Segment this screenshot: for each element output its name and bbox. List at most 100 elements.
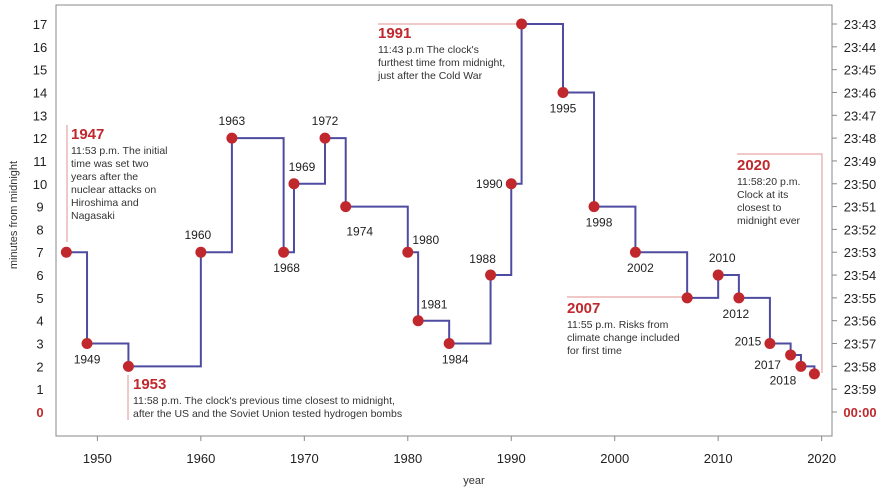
annotation-year-2020: 2020 (737, 157, 770, 174)
point-label-2002: 2002 (627, 261, 654, 275)
point-2015 (764, 338, 776, 350)
point-label-1972: 1972 (312, 114, 339, 128)
point-label-2017: 2017 (754, 358, 781, 372)
point-1969 (288, 178, 300, 190)
point-2007 (681, 292, 693, 304)
point-2012 (733, 292, 745, 304)
point-label-1984: 1984 (442, 353, 469, 367)
y-axis-title: minutes from midnight (8, 161, 20, 269)
point-1991 (516, 18, 528, 30)
y-tick-left-4: 4 (36, 314, 43, 329)
point-2002 (629, 246, 641, 258)
point-1981 (412, 315, 424, 327)
x-tick-1950: 1950 (83, 451, 112, 466)
y-tick-right-23:59: 23:59 (844, 382, 877, 397)
annotation-line: closest to (737, 202, 782, 214)
y-tick-left-15: 15 (33, 63, 47, 78)
point-1980 (402, 246, 414, 258)
annotation-year-1947: 1947 (71, 126, 104, 143)
y-tick-right-23:52: 23:52 (844, 222, 877, 237)
annotation-line: nuclear attacks on (71, 184, 156, 196)
y-tick-right-23:47: 23:47 (844, 108, 877, 123)
point-2018 (795, 360, 807, 372)
annotation-1953: 1953 11:58 p.m. The clock's previous time… (133, 376, 402, 420)
point-label-1981: 1981 (421, 298, 448, 312)
y-tick-right-23:57: 23:57 (844, 337, 877, 352)
y-tick-left-0: 0 (36, 405, 43, 420)
annotation-line: 11:53 p.m. The initial (71, 145, 168, 157)
y-tick-right-23:56: 23:56 (844, 314, 877, 329)
annotation-year-2007: 2007 (567, 300, 600, 317)
point-2017 (785, 349, 797, 361)
point-1953 (122, 360, 134, 372)
annotation-line: Hiroshima and (71, 197, 139, 209)
y-tick-right-23:58: 23:58 (844, 359, 877, 374)
x-axis-title: year (463, 475, 485, 487)
annotation-year-1953: 1953 (133, 376, 166, 393)
y-tick-left-9: 9 (36, 200, 43, 215)
point-1972 (319, 132, 331, 144)
y-tick-left-1: 1 (36, 382, 43, 397)
annotation-line: 11:58:20 p.m. (737, 176, 800, 188)
y-tick-left-14: 14 (33, 85, 47, 100)
point-1974 (340, 201, 352, 213)
y-tick-right-00:00: 00:00 (843, 405, 876, 420)
y-tick-right-23:55: 23:55 (844, 291, 877, 306)
y-tick-right-23:45: 23:45 (844, 63, 877, 78)
y-tick-left-12: 12 (33, 131, 47, 146)
y-tick-right-23:53: 23:53 (844, 245, 877, 260)
point-1998 (588, 201, 600, 213)
y-tick-left-2: 2 (36, 359, 43, 374)
y-tick-left-10: 10 (33, 177, 47, 192)
y-tick-left-8: 8 (36, 222, 43, 237)
annotation-line: years after the (71, 171, 138, 183)
point-label-1968: 1968 (273, 261, 300, 275)
point-label-1963: 1963 (219, 114, 246, 128)
y-tick-right-23:48: 23:48 (844, 131, 877, 146)
point-2019.3 (808, 368, 820, 380)
point-1947 (60, 246, 72, 258)
point-1988 (485, 269, 497, 281)
y-tick-left-17: 17 (33, 17, 47, 32)
point-labels: 1949 1960 1963 1968 1969 1972 1974 1980 1981 1984… (74, 101, 797, 387)
point-1960 (195, 246, 207, 258)
annotation-line: for first time (567, 345, 622, 357)
point-1968 (278, 246, 290, 258)
point-label-2010: 2010 (709, 251, 736, 265)
x-tick-1990: 1990 (497, 451, 526, 466)
point-1984 (443, 338, 455, 350)
x-tick-2020: 2020 (807, 451, 836, 466)
y-tick-right-23:43: 23:43 (844, 17, 877, 32)
data-points (60, 18, 820, 380)
point-label-1949: 1949 (74, 353, 101, 367)
point-label-1988: 1988 (469, 252, 496, 266)
annotation-leader-2020 (737, 153, 823, 373)
y-tick-left-13: 13 (33, 108, 47, 123)
annotation-line: climate change included (567, 332, 680, 344)
annotation-leader-lines (66, 23, 823, 420)
y-tick-right-23:50: 23:50 (844, 177, 877, 192)
x-tick-2000: 2000 (600, 451, 629, 466)
y-tick-left-11: 11 (33, 154, 47, 169)
point-1990 (505, 178, 517, 190)
annotation-line: after the US and the Soviet Union tested… (133, 408, 402, 420)
y-tick-right-23:51: 23:51 (844, 200, 877, 215)
x-tick-2010: 2010 (704, 451, 733, 466)
plot-frame (55, 4, 833, 437)
point-1949 (81, 338, 93, 350)
y-tick-left-5: 5 (36, 291, 43, 306)
point-label-1969: 1969 (289, 160, 316, 174)
y-tick-left-16: 16 (33, 40, 47, 55)
annotation-line: Clock at its (737, 189, 788, 201)
point-label-1998: 1998 (586, 216, 613, 230)
point-1995 (557, 86, 569, 98)
y-tick-right-23:49: 23:49 (844, 154, 877, 169)
x-tick-1960: 1960 (186, 451, 215, 466)
annotation-year-1991: 1991 (378, 25, 411, 42)
